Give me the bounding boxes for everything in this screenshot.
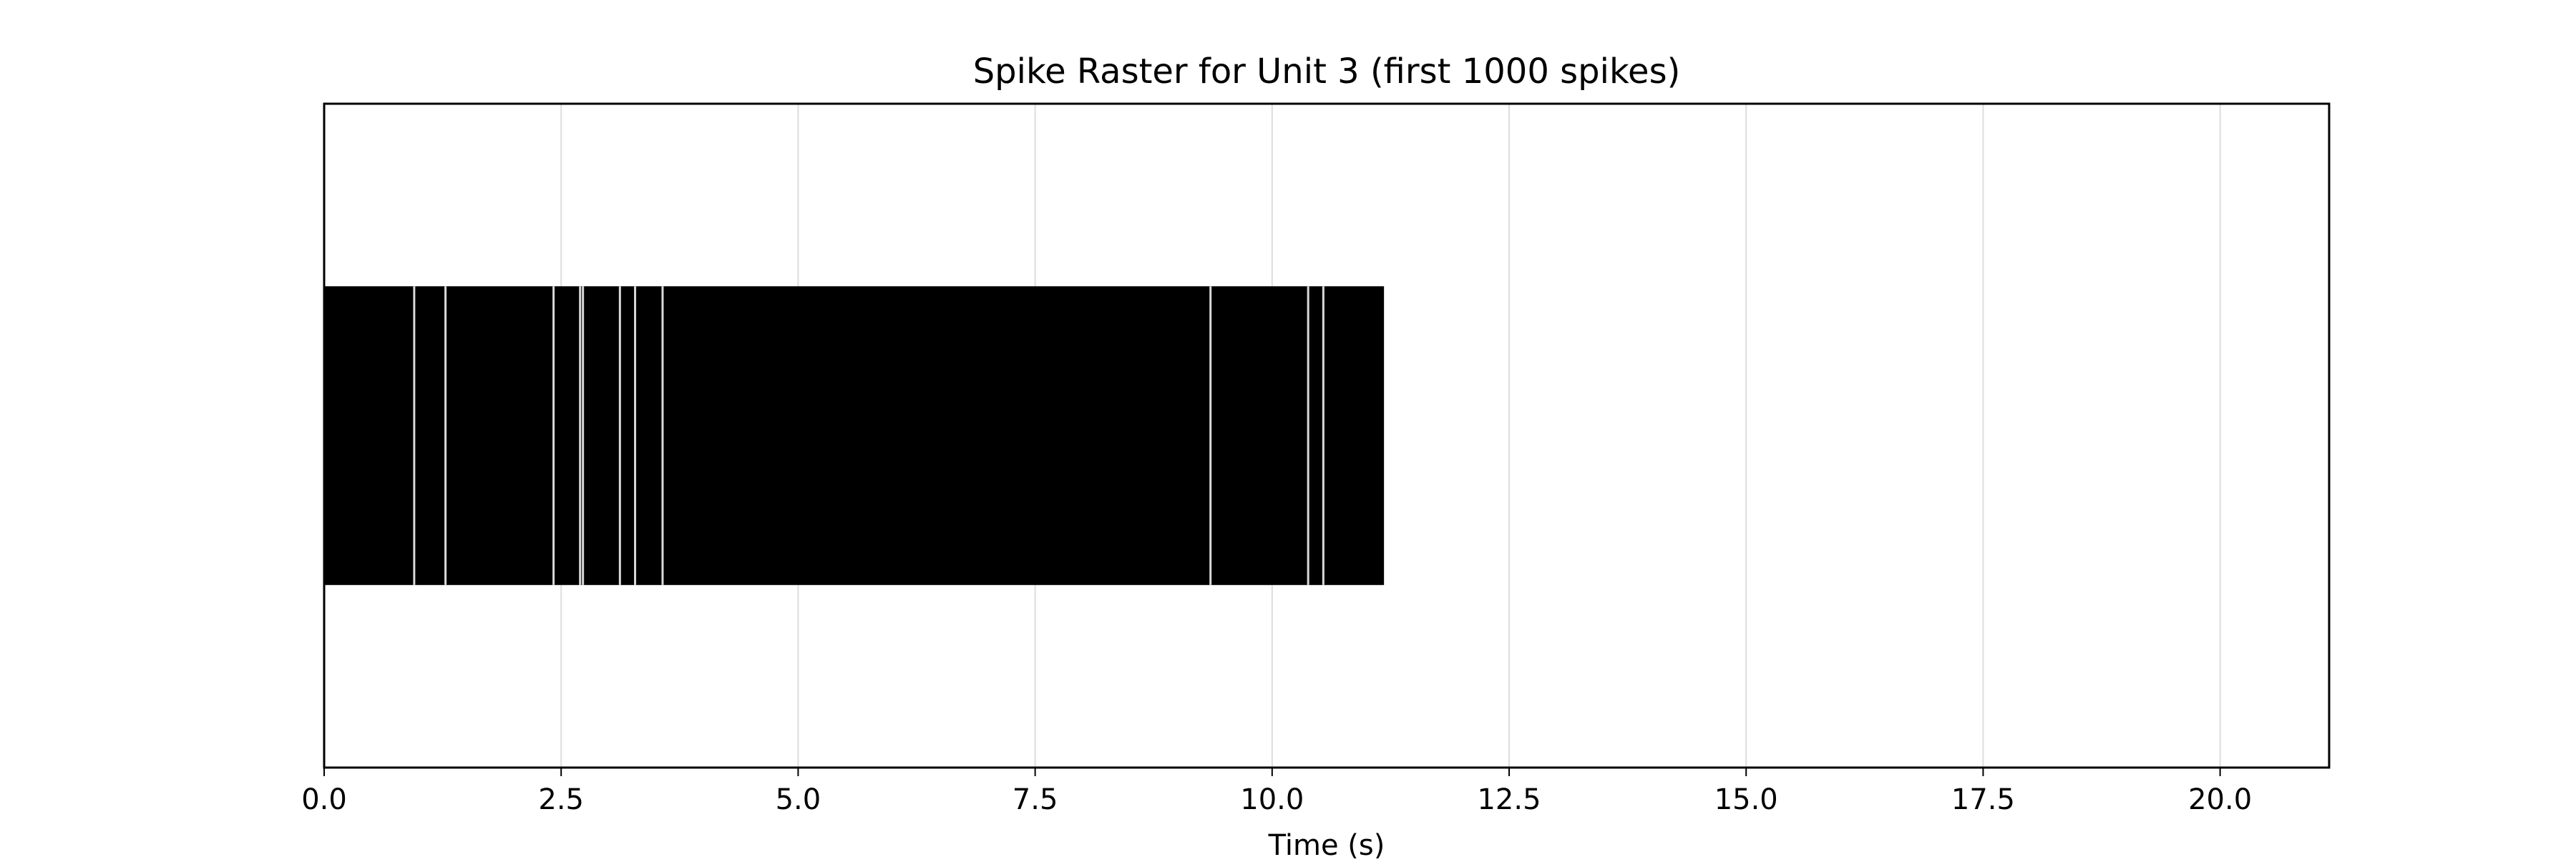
spike-series [324, 286, 1385, 585]
x-tick-label: 12.5 [1477, 783, 1541, 816]
x-tick-label: 5.0 [776, 783, 821, 816]
x-axis-label: Time (s) [1268, 829, 1385, 858]
x-tick-label: 17.5 [1951, 783, 2015, 816]
x-tick-label: 15.0 [1714, 783, 1778, 816]
spike-band [324, 286, 1385, 585]
chart-title: Spike Raster for Unit 3 (first 1000 spik… [973, 52, 1681, 92]
x-tick-label: 2.5 [538, 783, 584, 816]
x-tick-label: 10.0 [1240, 783, 1304, 816]
x-tick-label: 20.0 [2188, 783, 2252, 816]
x-tick-label: 7.5 [1013, 783, 1058, 816]
x-axis-ticks: 0.0 2.5 5.0 7.5 10.0 12.5 15.0 17.5 20.0 [301, 768, 2252, 816]
x-tick-label: 0.0 [301, 783, 347, 816]
plot-frame [323, 102, 2331, 769]
